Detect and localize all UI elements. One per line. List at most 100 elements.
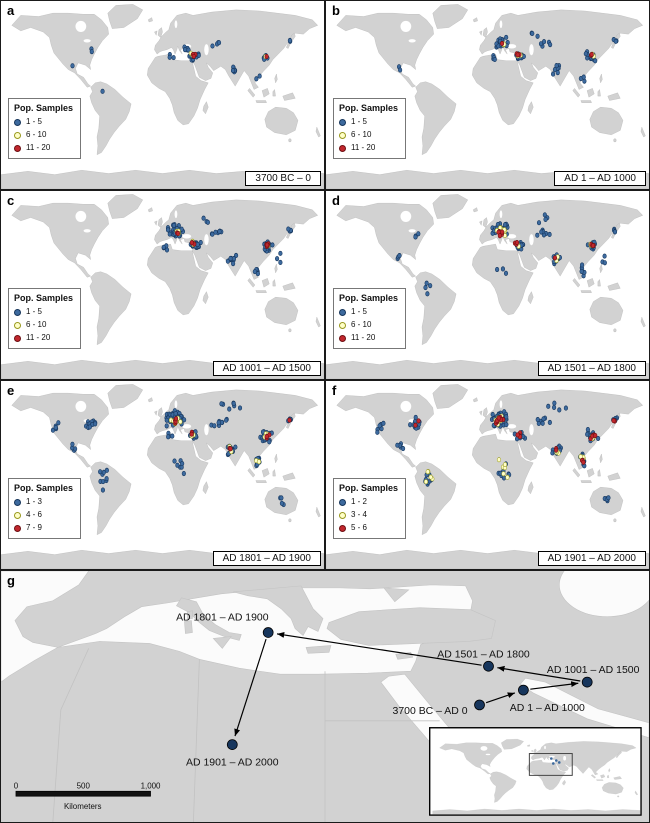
world-map-svg	[326, 3, 649, 189]
sample-dots	[70, 37, 293, 94]
world-map-svg	[326, 193, 649, 379]
sample-dot-blue	[375, 429, 380, 435]
legend-item-label: 1 - 5	[351, 307, 368, 317]
centroid-label: AD 1001 – AD 1500	[547, 665, 640, 676]
sample-dot-red	[590, 243, 596, 249]
scale-bar-tick: 0	[14, 781, 19, 790]
legend-item-label: 1 - 5	[26, 117, 43, 127]
legend-item-label: 11 - 20	[26, 142, 51, 152]
sample-dot-yellow	[178, 419, 183, 425]
sample-dot-red	[287, 417, 292, 423]
legend-swatch-red	[339, 334, 346, 342]
sample-dot-blue	[428, 283, 433, 289]
sample-dot-blue	[87, 424, 92, 430]
centroid-point	[262, 627, 274, 638]
legend: Pop. Samples 1 - 5 6 - 10 11 - 20	[8, 98, 82, 159]
sample-dot-blue	[551, 71, 556, 77]
centroid-point	[518, 684, 529, 696]
sample-dot-blue	[278, 259, 283, 265]
centroid-points	[226, 627, 593, 750]
legend-items: 1 - 2 3 - 4 5 - 6	[339, 497, 398, 533]
sample-dot-blue	[579, 268, 584, 274]
sample-dot-blue	[230, 67, 236, 73]
sample-dot-red	[499, 40, 505, 47]
sample-dot-red	[496, 415, 501, 421]
inset-sample-dots	[550, 757, 561, 765]
centroid-point	[483, 660, 494, 672]
sample-dot-blue	[541, 39, 547, 45]
legend-item: 1 - 5	[14, 117, 73, 128]
legend: Pop. Samples 1 - 5 6 - 10 11 - 20	[333, 288, 407, 349]
sample-dots	[396, 30, 619, 84]
sample-dot-blue	[563, 405, 568, 411]
legend-title: Pop. Samples	[339, 293, 399, 303]
sample-dot-blue	[167, 231, 172, 237]
sample-dot-blue	[216, 420, 221, 426]
world-map-svg	[1, 193, 324, 379]
legend-item: 11 - 20	[14, 333, 73, 344]
sample-dot-blue	[104, 467, 109, 473]
scale-bar-unit: Kilometers	[64, 802, 102, 811]
panel-letter: b	[332, 3, 340, 18]
sample-dot-blue	[606, 495, 611, 501]
sample-dot-blue	[252, 269, 257, 275]
legend-item-label: 1 - 5	[351, 117, 368, 127]
sample-dot-blue	[596, 435, 601, 442]
migration-arrow	[276, 632, 482, 666]
sample-dot-blue	[98, 469, 103, 475]
migration-arrows	[234, 632, 581, 737]
sample-dot-blue	[547, 231, 552, 238]
sample-dot-blue	[583, 51, 588, 57]
sample-dot-blue	[503, 270, 509, 276]
panel-a: a Pop. Samples 1 - 5 6 - 10 11 - 20 3700 B…	[0, 0, 325, 190]
sample-dot-blue	[210, 231, 215, 237]
centroid-label: AD 1901 – AD 2000	[186, 757, 279, 768]
legend-swatch-red	[339, 524, 346, 532]
panel-g: 3700 BC – AD 0 AD 1 – AD 1000 AD 1001 – AD…	[0, 570, 650, 823]
sample-dot-blue	[89, 49, 94, 55]
legend-item: 1 - 5	[339, 307, 398, 318]
legend-title: Pop. Samples	[14, 103, 74, 113]
sample-dot-blue	[213, 229, 218, 235]
legend-item-label: 11 - 20	[351, 332, 376, 342]
sample-dot-blue	[267, 439, 272, 445]
sample-dot-blue	[224, 417, 229, 423]
sample-dot-yellow	[423, 479, 429, 485]
sample-dot-blue	[237, 405, 243, 411]
sample-dot-blue	[500, 266, 505, 272]
legend-item: 1 - 5	[14, 307, 73, 318]
sample-dot-blue	[408, 422, 413, 428]
sample-dot-blue	[165, 227, 171, 233]
sample-dots	[375, 400, 620, 504]
sample-dot-blue	[217, 228, 222, 235]
sample-dot-blue	[195, 241, 200, 248]
sample-dot-red	[611, 418, 616, 424]
sample-dot-blue	[205, 219, 210, 225]
sample-dot-red	[173, 416, 179, 422]
sample-dot-yellow	[496, 457, 502, 463]
sample-dot-blue	[397, 253, 402, 259]
legend-item: 6 - 10	[339, 320, 398, 331]
sample-dot-blue	[70, 63, 75, 69]
legend-swatch-red	[339, 144, 346, 152]
sample-dots	[161, 215, 294, 277]
legend-item-label: 6 - 10	[351, 319, 372, 329]
country-borders	[52, 648, 440, 822]
sample-dot-blue	[104, 476, 109, 482]
centroid-label: AD 1501 – AD 1800	[437, 649, 530, 660]
sample-dot-red	[497, 233, 502, 239]
sample-dot-red	[264, 53, 269, 60]
sample-dot-blue	[100, 487, 105, 493]
legend-item-label: 1 - 3	[26, 497, 43, 507]
migration-arrow	[497, 665, 581, 682]
sample-dot-red	[552, 255, 558, 261]
sample-dot-blue	[580, 262, 585, 268]
sample-dot-blue	[492, 56, 497, 63]
sample-dot-blue	[530, 30, 535, 37]
sample-dot-blue	[424, 280, 429, 286]
sample-dot-blue	[93, 421, 98, 427]
sample-dot-red	[265, 242, 270, 248]
sample-dot-blue	[535, 33, 540, 39]
centroid-point	[581, 676, 593, 688]
sample-dot-blue	[270, 242, 275, 248]
